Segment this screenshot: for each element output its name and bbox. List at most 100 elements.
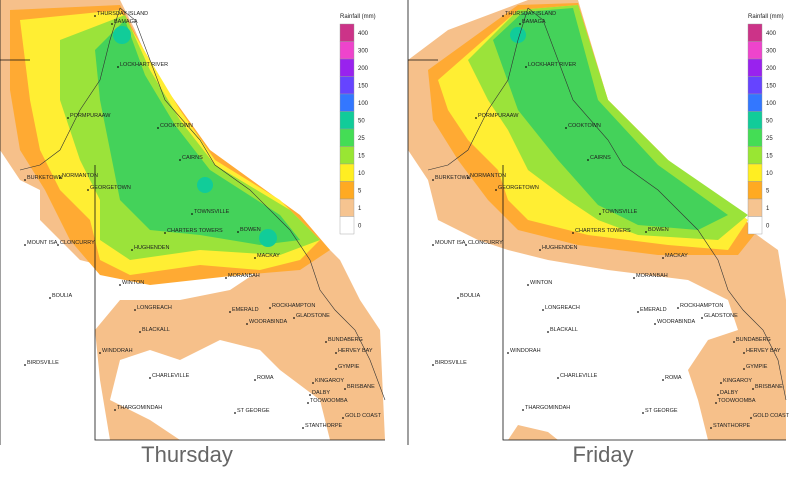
town-dot bbox=[542, 309, 544, 311]
town-label: BLACKALL bbox=[142, 327, 170, 333]
town-dot bbox=[677, 307, 679, 309]
town-label: WINTON bbox=[530, 280, 552, 286]
town-dot bbox=[335, 368, 337, 370]
town-dot bbox=[117, 66, 119, 68]
map-title: Friday bbox=[572, 442, 633, 467]
coastline bbox=[427, 7, 787, 401]
legend-label: 150 bbox=[766, 84, 777, 90]
town-label: ROMA bbox=[665, 375, 682, 381]
legend-label: 0 bbox=[766, 224, 770, 230]
town-label: GEORGETOWN bbox=[90, 185, 131, 191]
town-dot bbox=[743, 352, 745, 354]
town-dot bbox=[225, 277, 227, 279]
town-dot bbox=[715, 402, 717, 404]
town-label: CAIRNS bbox=[182, 155, 203, 161]
town-dot bbox=[654, 323, 656, 325]
town-dot bbox=[57, 244, 59, 246]
town-dot bbox=[157, 127, 159, 129]
legend-label: 200 bbox=[358, 66, 369, 72]
legend-label: 400 bbox=[358, 31, 369, 37]
town-dot bbox=[191, 213, 193, 215]
rain-area bbox=[259, 229, 277, 247]
legend-label: 50 bbox=[766, 119, 773, 125]
town-label: CLONCURRY bbox=[468, 240, 503, 246]
town-label: LOCKHART RIVER bbox=[120, 62, 168, 68]
legend-swatch bbox=[339, 163, 355, 182]
town-dot bbox=[309, 394, 311, 396]
town-label: TOWNSVILLE bbox=[602, 209, 638, 215]
legend-swatch bbox=[339, 93, 355, 112]
town-dot bbox=[87, 189, 89, 191]
town-dot bbox=[587, 159, 589, 161]
town-label: BOWEN bbox=[240, 227, 261, 233]
town-label: THARGOMINDAH bbox=[525, 405, 570, 411]
legend-swatch bbox=[747, 23, 763, 42]
town-dot bbox=[557, 377, 559, 379]
town-dot bbox=[325, 341, 327, 343]
town-label: BIRDSVILLE bbox=[435, 360, 467, 366]
town-dot bbox=[527, 284, 529, 286]
town-label: GLADSTONE bbox=[704, 313, 738, 319]
town-label: CHARLEVILLE bbox=[560, 373, 598, 379]
town-label: STANTHORPE bbox=[305, 423, 343, 429]
town-label: TOOWOOMBA bbox=[310, 398, 348, 404]
town-label: ST GEORGE bbox=[645, 408, 678, 414]
legend-swatch bbox=[747, 146, 763, 165]
town-label: BOULIA bbox=[460, 293, 481, 299]
state-border bbox=[407, 0, 786, 445]
town-label: THURSDAY ISLAND bbox=[505, 11, 556, 17]
legend-swatch bbox=[339, 111, 355, 130]
town-label: EMERALD bbox=[232, 307, 259, 313]
rain-area bbox=[510, 27, 526, 43]
town-label: MACKAY bbox=[257, 253, 280, 259]
town-label: BRISBANE bbox=[347, 384, 375, 390]
town-label: GOLD COAST bbox=[345, 413, 382, 419]
town-dot bbox=[717, 394, 719, 396]
town-label: GEORGETOWN bbox=[498, 185, 539, 191]
map-thursday: THURSDAY ISLAND BAMAGA LOCKHART RIVER PORMP… bbox=[0, 0, 388, 445]
town-label: HUGHENDEN bbox=[542, 245, 577, 251]
town-dot bbox=[246, 323, 248, 325]
town-dot bbox=[547, 331, 549, 333]
town-dot bbox=[502, 15, 504, 17]
town-label: CAIRNS bbox=[590, 155, 611, 161]
town-label: BLACKALL bbox=[550, 327, 578, 333]
town-dot bbox=[465, 244, 467, 246]
town-dot bbox=[525, 66, 527, 68]
town-label: GLADSTONE bbox=[296, 313, 330, 319]
town-dot bbox=[720, 382, 722, 384]
town-dot bbox=[24, 244, 26, 246]
town-dot bbox=[67, 117, 69, 119]
town-label: WINTON bbox=[122, 280, 144, 286]
town-dot bbox=[642, 412, 644, 414]
town-label: BURKETOWN bbox=[435, 175, 471, 181]
town-label: WOORABINDA bbox=[657, 319, 696, 325]
rain-area bbox=[493, 8, 728, 230]
town-label: EMERALD bbox=[640, 307, 667, 313]
legend-swatch bbox=[339, 198, 355, 217]
town-dot bbox=[164, 232, 166, 234]
town-label: GOLD COAST bbox=[753, 413, 790, 419]
town-dot bbox=[637, 311, 639, 313]
town-dot bbox=[111, 23, 113, 25]
legend-swatch bbox=[747, 93, 763, 112]
town-dot bbox=[710, 427, 712, 429]
map-friday: THURSDAY ISLAND BAMAGA LOCKHART RIVER PORMP… bbox=[407, 0, 790, 445]
town-label: BURKETOWN bbox=[27, 175, 63, 181]
town-dot bbox=[94, 15, 96, 17]
legend-swatch bbox=[339, 181, 355, 200]
town-dot bbox=[522, 409, 524, 411]
town-label: MORANBAH bbox=[636, 273, 668, 279]
town-dot bbox=[342, 417, 344, 419]
legend-label: 1 bbox=[358, 206, 362, 212]
legend-swatch bbox=[339, 216, 355, 235]
town-dot bbox=[467, 177, 469, 179]
town-label: CHARTERS TOWERS bbox=[167, 228, 223, 234]
town-label: TOWNSVILLE bbox=[194, 209, 230, 215]
legend-swatch bbox=[747, 181, 763, 200]
state-border bbox=[0, 0, 385, 445]
town-dot bbox=[119, 284, 121, 286]
town-dot bbox=[99, 352, 101, 354]
town-label: COOKTOWN bbox=[568, 123, 601, 129]
town-dot bbox=[572, 232, 574, 234]
